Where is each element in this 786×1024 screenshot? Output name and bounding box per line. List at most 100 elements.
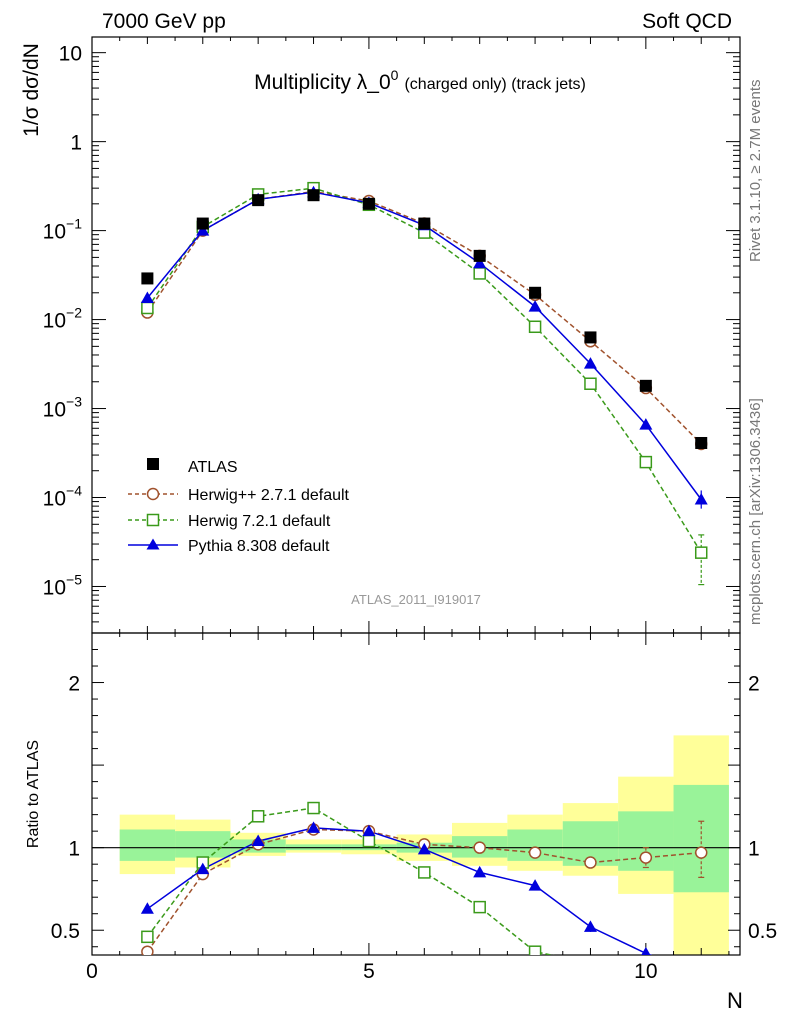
ratio-panel-frame: [91, 632, 741, 956]
main-data-point: [639, 379, 652, 392]
main-y-tick-label: 10−4: [43, 483, 83, 511]
tick-base: 10: [43, 576, 66, 599]
ratio-series-line: [146, 828, 702, 953]
legend-label-pythia: Pythia 8.308 default: [188, 538, 330, 555]
ratio-data-point: [417, 842, 431, 855]
chart-title-sup: 0: [391, 67, 399, 83]
header-right-text: Soft QCD: [642, 10, 732, 33]
main-data-point: [584, 331, 597, 344]
header-left-text: 7000 GeV pp: [102, 10, 226, 33]
legend-label-herwig7: Herwig 7.2.1 default: [188, 513, 331, 530]
main-data-point: [473, 256, 487, 269]
axis-ticks: [91, 37, 740, 955]
main-y-tick-label: 10−5: [43, 571, 83, 599]
main-data-point: [252, 194, 265, 207]
tick-exponent: −4: [66, 483, 82, 499]
ratio-data-point: [528, 846, 542, 859]
main-data-point: [473, 249, 486, 262]
ratio-data-point: [251, 810, 265, 823]
main-data-point: [307, 189, 320, 202]
ratio-data-point: [307, 821, 321, 833]
legend-marker-pythia: [146, 538, 160, 550]
main-y-axis-label: 1/σ dσ/dN: [20, 43, 43, 137]
main-series: [140, 181, 708, 586]
main-y-tick-label: 1: [70, 132, 82, 155]
tick-exponent: −2: [66, 305, 82, 321]
ratio-data-point: [418, 866, 431, 879]
ratio-y-tick-label-left: 0.5: [51, 920, 80, 943]
tick-base: 10: [43, 221, 66, 244]
ratio-y-tick-label-left: 1: [68, 838, 80, 861]
main-data-point: [362, 197, 375, 210]
chart-title-suffix: (charged only) (track jets): [404, 76, 585, 93]
main-data-point: [528, 300, 542, 312]
x-tick-label: 0: [86, 960, 98, 983]
ratio-data-point: [473, 900, 486, 914]
analysis-watermark: ATLAS_2011_I919017: [351, 592, 481, 607]
main-y-tick-label: 10: [59, 43, 82, 66]
band-inner: [175, 831, 231, 858]
ratio-data-point: [473, 841, 486, 854]
ratio-data-point: [362, 824, 376, 837]
ratio-data-point: [362, 834, 376, 848]
ratio-data-point: [307, 801, 320, 815]
main-data-point: [141, 272, 154, 285]
ratio-y-tick-label-left: 2: [68, 673, 80, 696]
tick-exponent: −5: [66, 571, 82, 587]
band-inner: [119, 829, 176, 861]
main-data-point: [473, 267, 486, 280]
ratio-data-point: [141, 945, 154, 955]
x-tick-labels: 0 5 10: [86, 960, 657, 983]
ratio-series: [140, 801, 708, 955]
tick-base: 10: [43, 310, 66, 333]
x-axis-label: N: [727, 988, 743, 1013]
ratio-data-point: [251, 834, 265, 847]
main-data-point: [140, 291, 154, 303]
tick-base: 1: [70, 132, 82, 155]
ratio-data-point: [140, 902, 154, 914]
tick-base: 10: [43, 488, 66, 511]
x-tick-label: 5: [363, 960, 375, 983]
ratio-data-point: [583, 920, 597, 932]
ratio-data-point: [639, 851, 653, 864]
ratio-y-tick-label-right: 2: [748, 673, 760, 696]
main-data-point: [196, 224, 210, 236]
ratio-data-point: [528, 879, 542, 891]
main-data-point: [584, 377, 597, 390]
x-tick-label: 10: [634, 960, 657, 983]
main-data-point: [694, 546, 708, 559]
legend-label-herwigpp: Herwig++ 2.7.1 default: [188, 487, 350, 504]
main-data-point: [528, 320, 542, 334]
ratio-y-tick-label-right: 1: [748, 838, 760, 861]
chart-title: Multiplicity λ_00 (charged only) (track j…: [254, 67, 586, 94]
main-y-tick-label: 10−1: [43, 216, 83, 244]
side-text-mcplots: mcplots.cern.ch [arXiv:1306.3436]: [747, 398, 764, 625]
ratio-y-tick-label-right: 0.5: [748, 920, 777, 943]
main-data-point: [639, 455, 653, 469]
ratio-data-point: [196, 862, 210, 875]
main-data-point: [418, 217, 431, 230]
ratio-data-point: [641, 946, 651, 955]
main-data-point: [639, 418, 653, 430]
main-y-tick-label: 10−3: [43, 394, 83, 422]
main-data-point: [529, 286, 542, 299]
tick-base: 10: [43, 399, 66, 422]
main-y-tick-label: 10−2: [43, 305, 83, 333]
uncertainty-bands: [92, 735, 740, 955]
ratio-data-point: [473, 865, 487, 878]
ratio-data-point: [694, 846, 708, 859]
main-data-point: [141, 301, 154, 315]
legend-marker-atlas: [147, 458, 159, 470]
tick-base: 10: [59, 43, 82, 66]
ratio-data-point: [528, 945, 542, 955]
ratio-data-point: [141, 930, 154, 944]
main-data-point: [583, 357, 597, 369]
legend-label-atlas: ATLAS: [188, 459, 238, 476]
main-series-line: [146, 190, 702, 445]
side-text-rivet: Rivet 3.1.10, ≥ 2.7M events: [747, 80, 764, 263]
ratio-y-tick-labels: 0.5 0.5 1 1 2 2: [51, 673, 777, 944]
ratio-data-point: [584, 856, 597, 869]
tick-exponent: −1: [66, 216, 82, 232]
